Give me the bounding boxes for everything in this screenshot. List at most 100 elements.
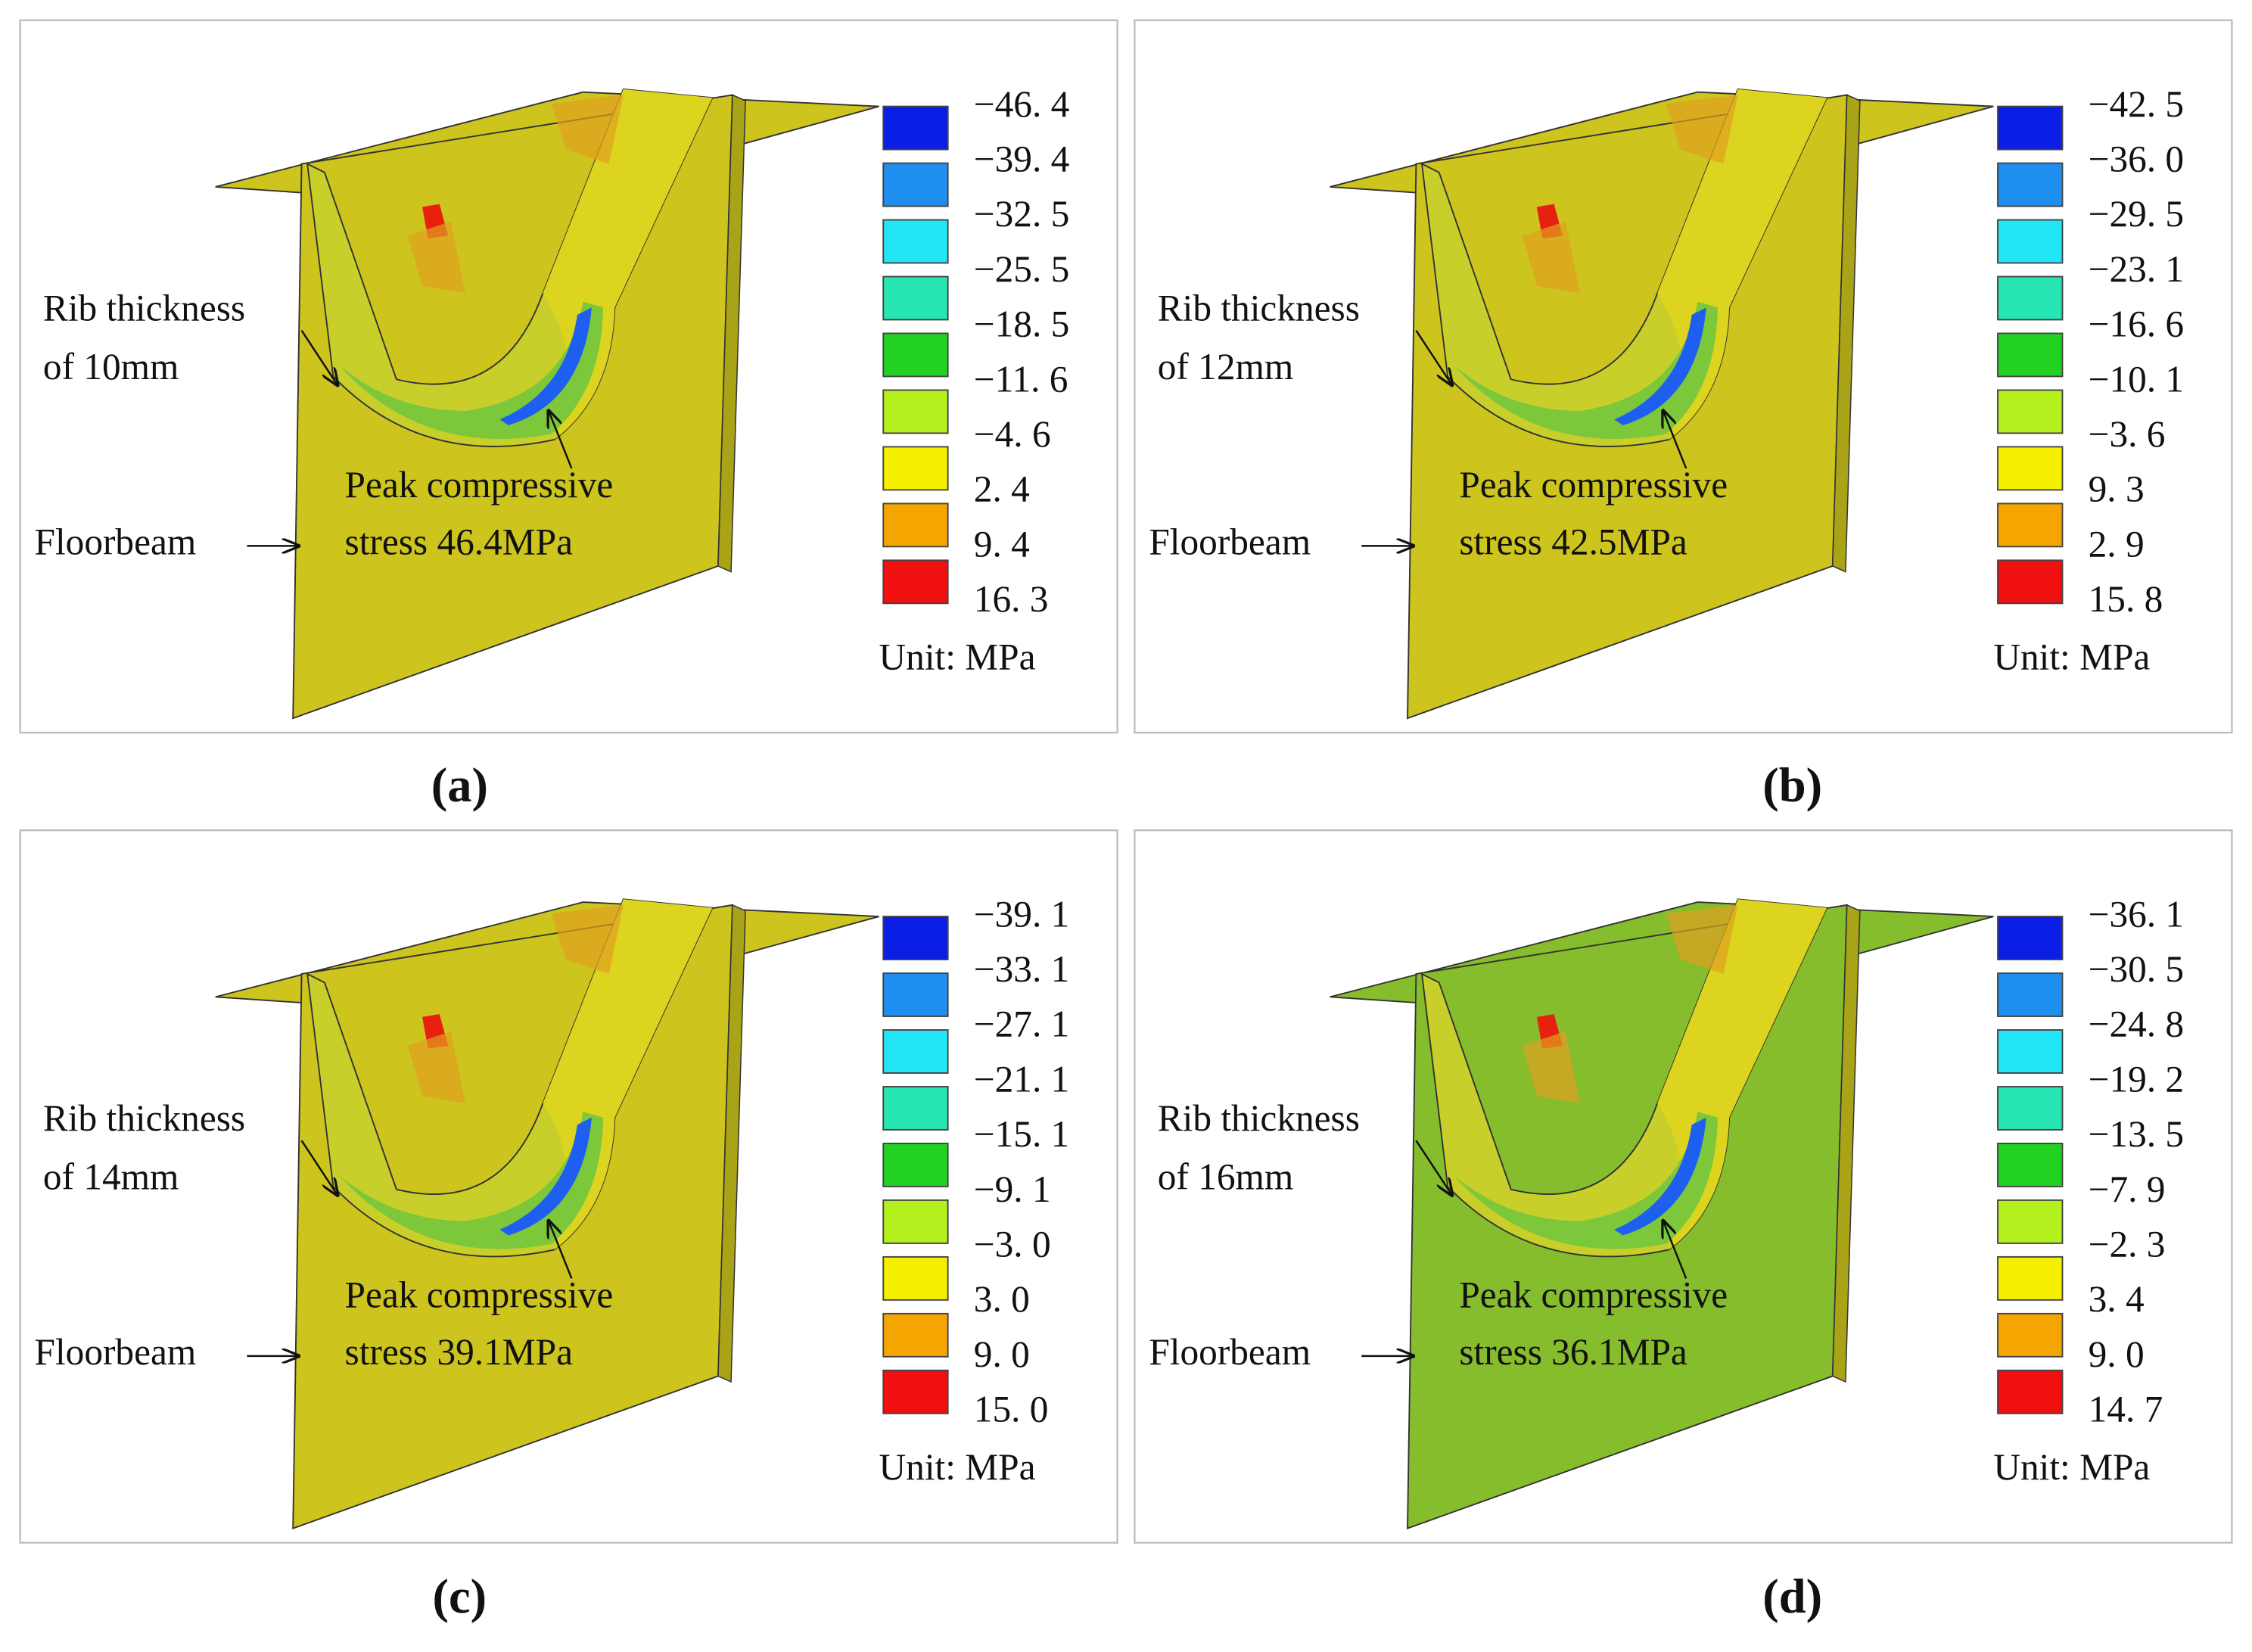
legend-unit: Unit: MPa — [879, 636, 1036, 678]
legend-value: 3. 0 — [974, 1278, 1030, 1320]
legend-swatch — [1997, 972, 2064, 1017]
peak-label: Peak compressive — [1459, 464, 1728, 506]
legend-swatch — [882, 275, 949, 321]
panel-caption: (b) — [1762, 758, 1822, 812]
legend-swatch — [882, 446, 949, 491]
legend-value: 3. 4 — [2089, 1278, 2145, 1320]
legend-value: 15. 8 — [2089, 578, 2163, 620]
legend-value: −46. 4 — [974, 83, 1069, 125]
legend-value: 14. 7 — [2089, 1389, 2163, 1430]
arrow — [549, 411, 573, 469]
legend-swatch — [882, 559, 949, 605]
legend-swatch — [1997, 502, 2064, 548]
legend-value: −19. 2 — [2089, 1058, 2184, 1100]
panel-caption: (d) — [1762, 1569, 1822, 1623]
legend-value: −30. 5 — [2089, 948, 2184, 990]
legend-swatch — [882, 105, 949, 151]
arrow — [549, 1221, 573, 1279]
legend-swatch — [882, 1199, 949, 1244]
panel: Rib thickness of 14mm Floorbeam Peak compre… — [19, 829, 1118, 1544]
legend-value: −36. 1 — [2089, 893, 2184, 935]
legend-swatch — [1997, 389, 2064, 434]
legend-unit: Unit: MPa — [1993, 636, 2150, 678]
legend-swatch — [1997, 219, 2064, 264]
legend-swatch — [882, 1029, 949, 1074]
legend-swatch — [882, 1086, 949, 1131]
legend-value: 9. 0 — [2089, 1333, 2145, 1375]
legend-value: −39. 1 — [974, 893, 1069, 935]
peak-label: Peak compressive — [345, 1274, 614, 1315]
floorbeam-label: Floorbeam — [35, 1331, 197, 1373]
peak-label: Peak compressive — [345, 464, 614, 506]
legend-value: −16. 6 — [2089, 303, 2184, 345]
rib-label: Rib thickness — [43, 1097, 245, 1139]
legend-swatch — [1997, 1029, 2064, 1074]
legend-swatch — [882, 332, 949, 378]
panel: Rib thickness of 16mm Floorbeam Peak compre… — [1134, 829, 2233, 1544]
legend-unit: Unit: MPa — [879, 1446, 1036, 1488]
web-edge — [717, 904, 746, 1383]
arrow — [1663, 411, 1687, 469]
legend-swatch — [882, 162, 949, 207]
rib-label: of 14mm — [43, 1156, 179, 1198]
legend-value: −25. 5 — [974, 248, 1069, 290]
peak-zone — [1614, 1117, 1706, 1236]
arrow — [1415, 1140, 1451, 1195]
legend-value: 2. 9 — [2089, 523, 2145, 565]
legend-swatch — [882, 1369, 949, 1414]
rib-label: Rib thickness — [1158, 287, 1360, 328]
legend-value: −3. 0 — [974, 1223, 1051, 1265]
legend-value: −2. 3 — [2089, 1223, 2166, 1265]
legend-value: −27. 1 — [974, 1003, 1069, 1045]
rib-label: of 16mm — [1158, 1156, 1294, 1198]
legend-swatch — [1997, 446, 2064, 491]
panel-caption: (c) — [433, 1569, 487, 1623]
floorbeam-label: Floorbeam — [1149, 521, 1311, 563]
legend-value: −33. 1 — [974, 948, 1069, 990]
peak-label: stress 36.1MPa — [1459, 1331, 1687, 1373]
peak-label: stress 39.1MPa — [345, 1331, 574, 1373]
floorbeam-label: Floorbeam — [35, 521, 197, 563]
legend-unit: Unit: MPa — [1993, 1446, 2150, 1488]
legend-value: 9. 3 — [2089, 468, 2145, 510]
legend-value: −32. 5 — [974, 193, 1069, 235]
orange-zone — [408, 904, 624, 1103]
legend-value: −13. 5 — [2089, 1113, 2184, 1155]
arrow — [1663, 1221, 1687, 1279]
legend-value: −42. 5 — [2089, 83, 2184, 125]
legend-swatch — [1997, 559, 2064, 605]
legend-swatch — [882, 219, 949, 264]
legend-swatch — [882, 502, 949, 548]
legend-value: −7. 9 — [2089, 1168, 2166, 1210]
legend-swatch — [882, 1143, 949, 1187]
rib-label: of 10mm — [43, 346, 179, 387]
legend-value: 15. 0 — [974, 1389, 1049, 1430]
legend-swatch — [1997, 1143, 2064, 1187]
peak-zone — [499, 307, 592, 425]
legend-swatch — [1997, 916, 2064, 960]
legend-swatch — [882, 972, 949, 1017]
panel: Rib thickness of 10mm Floorbeam Peak compre… — [19, 19, 1118, 734]
legend-value: −39. 4 — [974, 138, 1069, 180]
legend-value: −24. 8 — [2089, 1003, 2184, 1045]
orange-zone — [408, 95, 624, 294]
legend-swatch — [1997, 162, 2064, 207]
legend-swatch — [882, 1255, 949, 1301]
web-edge — [717, 94, 746, 573]
legend-swatch — [1997, 1369, 2064, 1414]
legend-swatch — [882, 916, 949, 960]
legend-swatch — [1997, 105, 2064, 151]
legend-value: −18. 5 — [974, 303, 1069, 345]
peak-zone — [499, 1117, 592, 1236]
legend-value: −9. 1 — [974, 1168, 1051, 1210]
arrow — [300, 1140, 337, 1195]
web-edge — [1832, 904, 1861, 1383]
panel-caption: (a) — [431, 758, 488, 812]
legend-value: −10. 1 — [2089, 358, 2184, 400]
floorbeam-label: Floorbeam — [1149, 1331, 1311, 1373]
legend-swatch — [882, 389, 949, 434]
legend-value: −21. 1 — [974, 1058, 1069, 1100]
peak-label: stress 46.4MPa — [345, 521, 574, 563]
legend-swatch — [1997, 1312, 2064, 1358]
